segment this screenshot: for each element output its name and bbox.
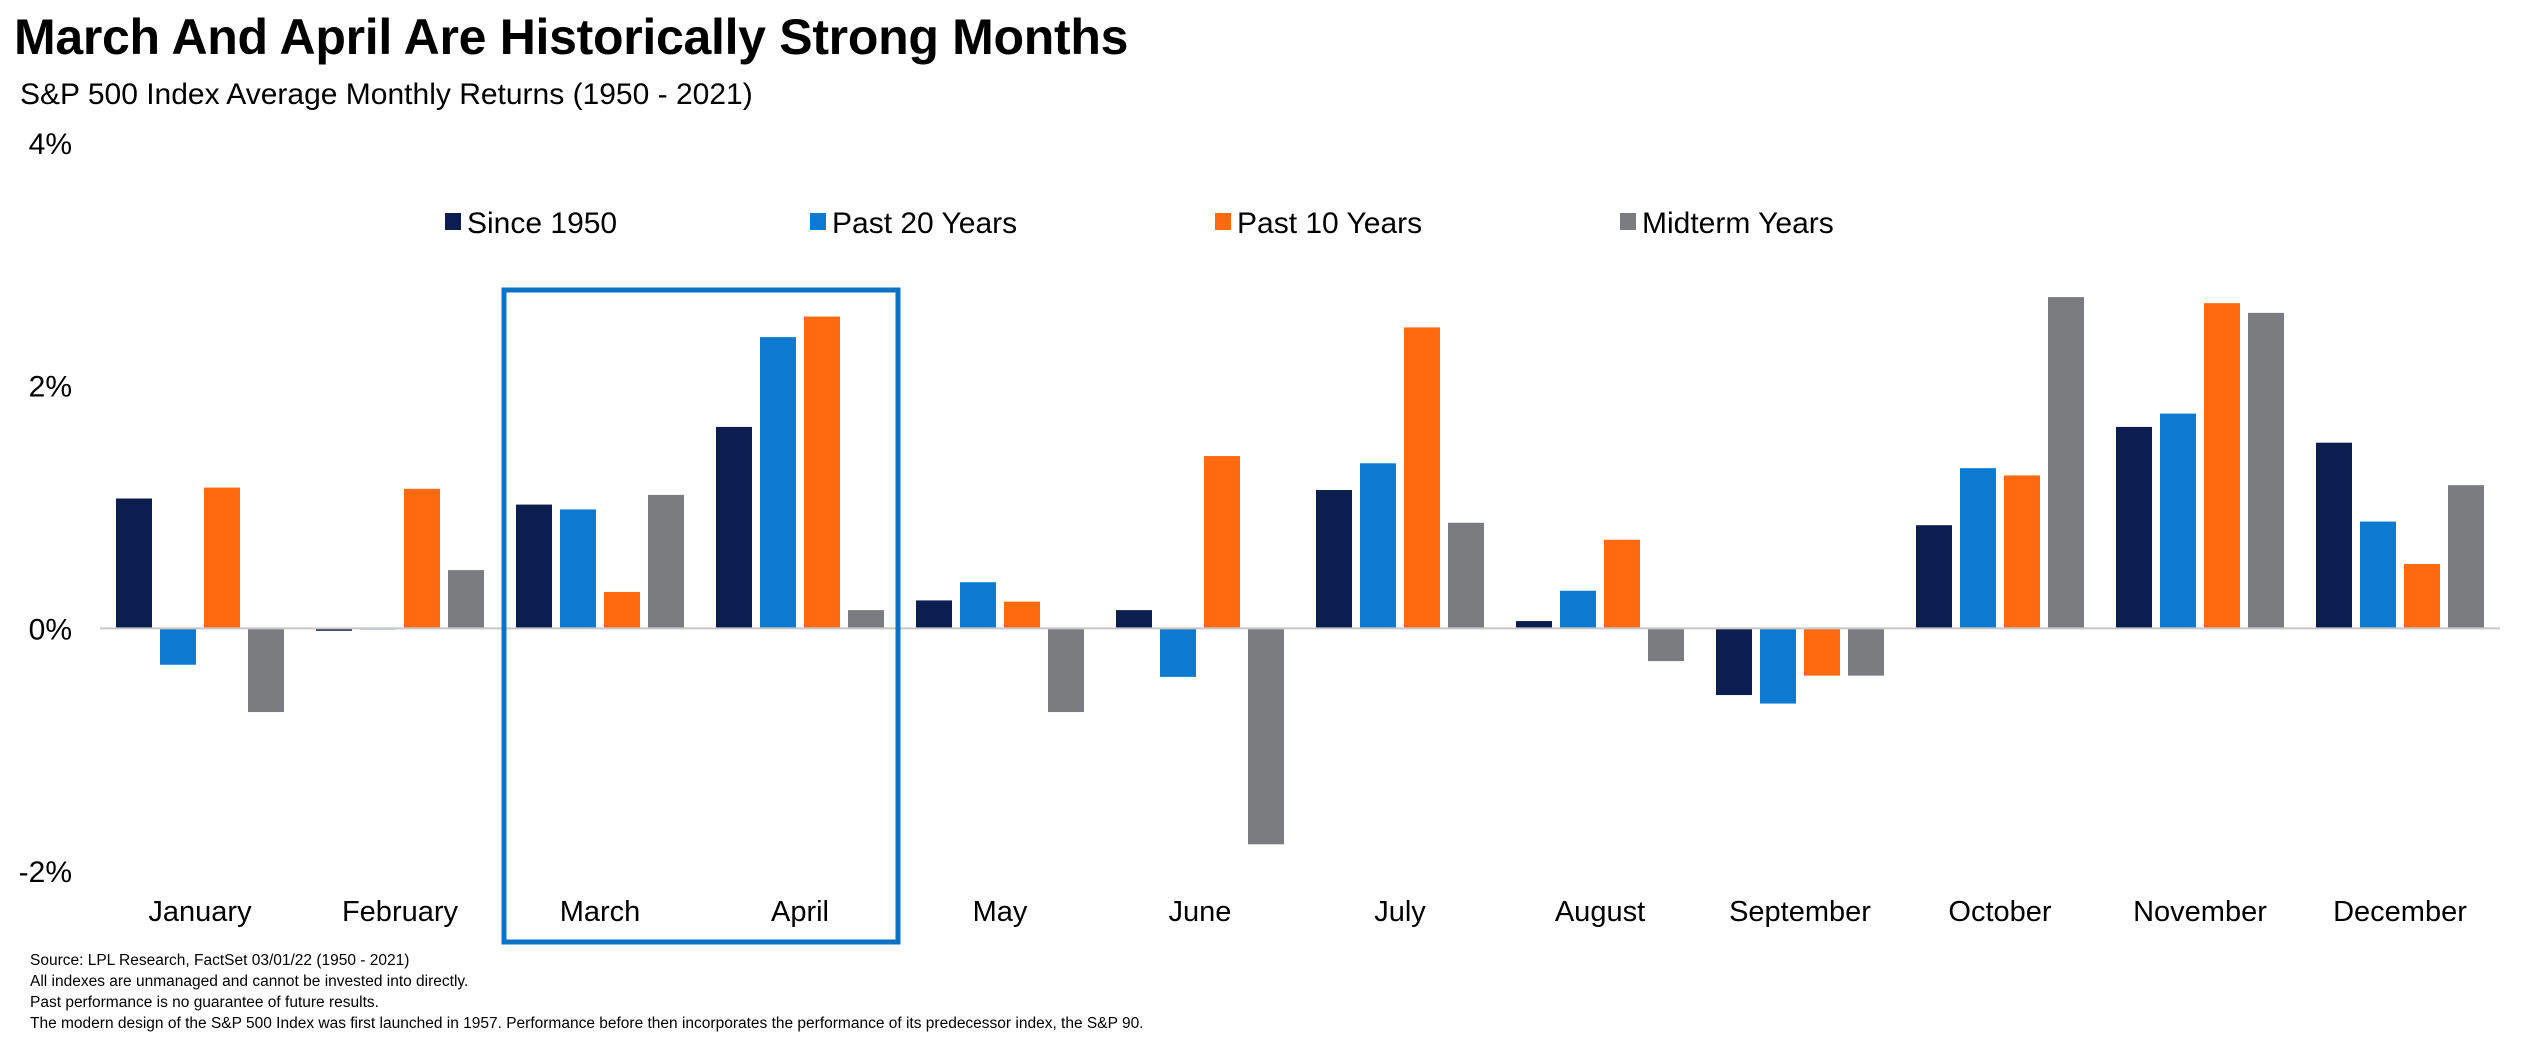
x-tick-label-july: July [1374,896,1426,928]
highlight-box [501,287,901,945]
legend-label-past-10-years: Past 10 Years [1237,207,1422,240]
bar-past-10-years-august [1604,539,1640,629]
bar-past-10-years-september [1804,628,1840,676]
bar-past-20-years-october [1960,468,1996,629]
bar-midterm-years-april [848,610,884,629]
bar-past-20-years-june [1160,628,1196,677]
chart-title: March And April Are Historically Strong … [14,9,1129,65]
bar-past-20-years-august [1560,590,1596,629]
x-tick-label-november: November [2133,896,2267,928]
x-tick-label-may: May [973,896,1028,928]
bar-midterm-years-november [2248,312,2284,629]
bar-past-10-years-april [804,316,840,629]
bar-past-10-years-may [1004,601,1040,629]
y-tick-label: -2% [19,856,72,889]
bar-chart: Since 1950 Past 20 Years Past 10 Years Midt… [19,128,2500,945]
bar-since-1950-november [2116,426,2152,629]
footnote-source: Source: LPL Research, FactSet 03/01/22 (… [30,952,410,969]
bar-past-10-years-june [1204,456,1240,629]
bar-since-1950-august [1516,621,1552,629]
bar-past-20-years-march [560,509,596,629]
bar-midterm-years-january [248,628,284,713]
legend-label-since-1950: Since 1950 [467,207,617,240]
x-tick-label-january: January [148,896,252,928]
bar-past-20-years-july [1360,463,1396,629]
bar-since-1950-april [716,426,752,629]
x-tick-label-february: February [342,896,459,928]
legend-swatch-midterm-years [1620,213,1636,230]
bar-past-20-years-april [760,337,796,629]
bar-past-20-years-december [2360,521,2396,629]
x-tick-label-october: October [1948,896,2051,928]
x-tick-label-march: March [560,896,641,928]
bar-midterm-years-august [1648,628,1684,662]
bar-midterm-years-february [448,570,484,629]
y-tick-label: 2% [29,371,72,404]
bar-midterm-years-july [1448,522,1484,629]
bar-past-20-years-january [160,628,196,665]
bar-past-20-years-november [2160,413,2196,629]
bar-midterm-years-september [1848,628,1884,676]
x-tick-label-september: September [1729,896,1871,928]
footnote-past-performance: Past performance is no guarantee of futu… [30,994,379,1011]
x-tick-label-april: April [771,896,829,928]
bar-past-10-years-january [204,487,240,629]
legend-swatch-past-20-years [810,213,826,230]
y-tick-label: 4% [29,128,72,161]
footnote-modern-design: The modern design of the S&P 500 Index w… [30,1015,1144,1032]
bar-since-1950-january [116,498,152,629]
bar-past-10-years-february [404,488,440,629]
bar-past-10-years-december [2404,564,2440,629]
bar-midterm-years-march [648,494,684,629]
bar-since-1950-october [1916,525,1952,629]
legend-swatch-past-10-years [1215,213,1231,230]
bar-past-20-years-may [960,582,996,629]
bar-midterm-years-december [2448,485,2484,629]
bar-past-20-years-september [1760,628,1796,704]
bar-midterm-years-october [2048,297,2084,629]
x-tick-label-june: June [1169,896,1232,928]
bar-past-10-years-november [2204,303,2240,629]
bar-since-1950-december [2316,442,2352,629]
chart-subtitle: S&P 500 Index Average Monthly Returns (1… [20,78,753,111]
footnote-unmanaged: All indexes are unmanaged and cannot be … [30,973,469,990]
bar-since-1950-may [916,600,952,629]
footnotes: Source: LPL Research, FactSet 03/01/22 (… [30,950,1144,1034]
bar-past-10-years-october [2004,475,2040,629]
legend-label-past-20-years: Past 20 Years [832,207,1017,240]
bar-past-10-years-july [1404,327,1440,629]
bar-since-1950-june [1116,610,1152,629]
x-tick-label-december: December [2333,896,2467,928]
x-tick-label-august: August [1555,896,1645,928]
bar-midterm-years-may [1048,628,1084,713]
bar-since-1950-february [316,628,352,631]
y-tick-label: 0% [29,613,72,646]
bar-since-1950-september [1716,628,1752,696]
bar-since-1950-march [516,504,552,629]
legend-label-midterm-years: Midterm Years [1642,207,1834,240]
legend-swatch-since-1950 [445,213,461,230]
bar-since-1950-july [1316,490,1352,629]
bar-past-10-years-march [604,591,640,629]
bar-midterm-years-june [1248,628,1284,845]
